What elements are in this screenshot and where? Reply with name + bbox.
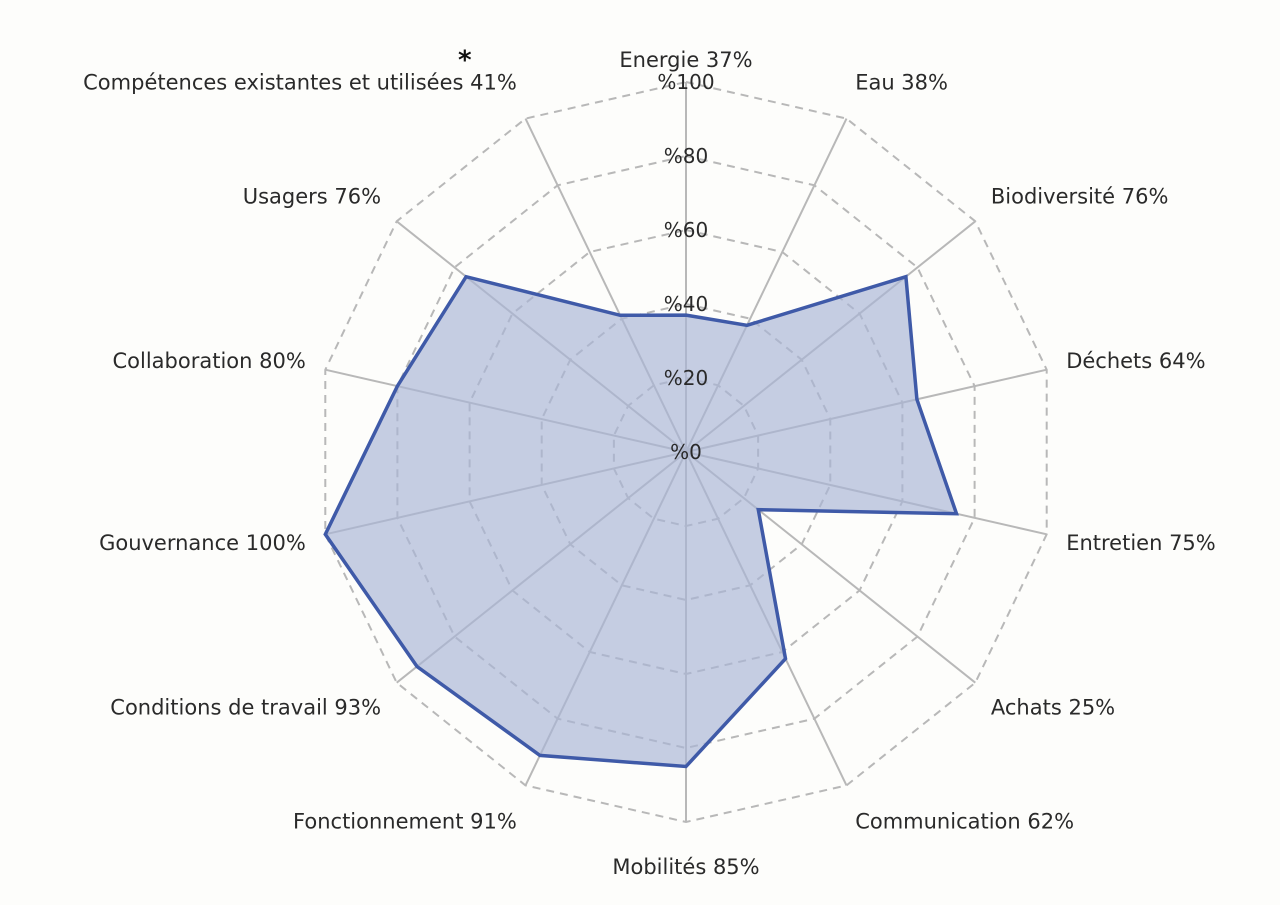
category-label-1: Eau 38% — [855, 71, 948, 95]
tick-layer: %0 %20 %40 %60 %80 %100 — [657, 70, 714, 464]
series-layer — [323, 274, 959, 769]
tick-label-0: %0 — [670, 440, 702, 464]
tick-label-20: %20 — [664, 366, 708, 390]
category-label-13: Compétences existantes et utilisées 41% — [83, 71, 517, 95]
category-label-7: Mobilités 85% — [612, 855, 759, 879]
category-label-9: Conditions de travail 93% — [110, 696, 381, 720]
category-label-2: Biodiversité 76% — [991, 184, 1169, 208]
tick-label-40: %40 — [664, 292, 708, 316]
tick-label-100: %100 — [657, 70, 714, 94]
category-label-layer: Energie 37% Eau 38% Biodiversité 76% Déchet… — [83, 48, 1216, 879]
tick-label-80: %80 — [664, 144, 708, 168]
category-label-11: Collaboration 80% — [112, 349, 305, 373]
category-label-4: Entretien 75% — [1066, 531, 1216, 555]
category-label-6: Communication 62% — [855, 809, 1074, 833]
asterisk-annotation: * — [458, 46, 472, 76]
series-area — [323, 274, 959, 769]
category-label-0: Energie 37% — [619, 48, 752, 72]
tick-label-60: %60 — [664, 218, 708, 242]
category-label-12: Usagers 76% — [243, 184, 381, 208]
annotation-layer: * — [458, 46, 472, 76]
category-label-5: Achats 25% — [991, 696, 1115, 720]
category-label-3: Déchets 64% — [1066, 349, 1205, 373]
category-label-8: Fonctionnement 91% — [293, 809, 517, 833]
category-label-10: Gouvernance 100% — [99, 531, 306, 555]
